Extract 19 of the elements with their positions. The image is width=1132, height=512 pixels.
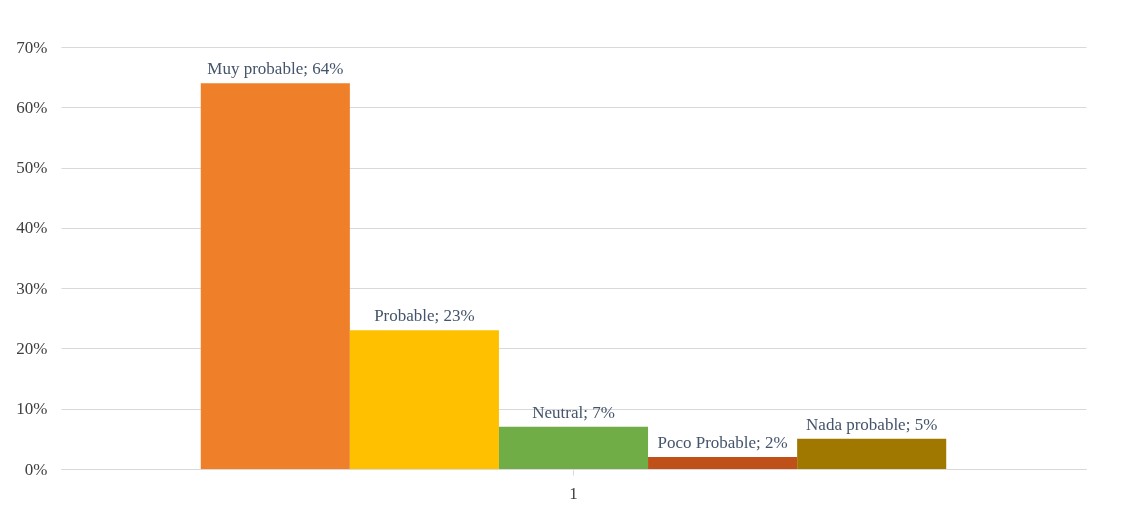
y-tick-label: 50% <box>16 158 48 178</box>
bar <box>349 330 499 469</box>
bar <box>200 83 350 469</box>
y-tick-label: 20% <box>16 338 48 358</box>
y-tick-label: 70% <box>16 37 48 57</box>
data-label: Probable; 23% <box>374 306 475 326</box>
bar <box>648 456 798 469</box>
y-tick-label: 30% <box>16 278 48 298</box>
y-tick-label: 0% <box>24 459 48 479</box>
bar <box>498 426 649 469</box>
data-label: Muy probable; 64% <box>207 59 344 79</box>
data-label: Nada probable; 5% <box>806 414 938 434</box>
y-tick-label: 60% <box>16 97 48 117</box>
data-label: Neutral; 7% <box>532 402 615 422</box>
bar <box>797 438 947 469</box>
y-tick-label: 10% <box>16 399 48 419</box>
y-tick-label: 40% <box>16 218 48 238</box>
x-tick-label: 1 <box>569 483 578 503</box>
data-label: Poco Probable; 2% <box>657 432 788 452</box>
